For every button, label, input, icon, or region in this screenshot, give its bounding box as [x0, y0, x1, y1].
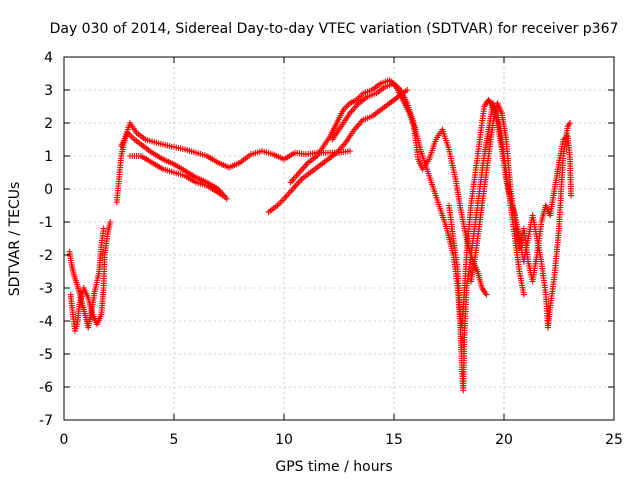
x-tick-label: 10	[275, 432, 293, 448]
series-markers	[265, 87, 411, 216]
y-tick-label: -3	[39, 281, 53, 297]
x-tick-label: 5	[170, 432, 179, 448]
x-axis-label: GPS time / hours	[275, 459, 392, 475]
y-tick-label: -1	[39, 215, 53, 231]
y-tick-label: 2	[44, 116, 53, 132]
series-markers	[66, 225, 107, 331]
series-s10	[468, 100, 575, 285]
y-tick-label: -5	[39, 347, 53, 363]
plot-border	[63, 56, 615, 421]
chart-title: Day 030 of 2014, Sidereal Day-to-day VTE…	[50, 21, 619, 37]
x-tick-label: 0	[60, 432, 69, 448]
y-tick-label: -2	[39, 248, 53, 264]
series-s3	[113, 120, 353, 206]
series-markers	[118, 129, 230, 202]
x-tick-label: 20	[495, 432, 513, 448]
x-tick-label: 25	[605, 432, 623, 448]
y-axis-label: SDTVAR / TECUs	[7, 182, 23, 297]
series-s2	[66, 225, 107, 331]
series-markers	[113, 120, 353, 206]
y-tick-label: -7	[39, 413, 53, 429]
y-tick-label: 1	[44, 149, 53, 165]
y-tick-label: -4	[39, 314, 53, 330]
series-s4	[118, 129, 230, 202]
y-tick-label: 4	[44, 50, 53, 66]
series-s5	[127, 153, 226, 199]
series-markers	[468, 100, 575, 285]
series-markers	[127, 153, 226, 199]
x-tick-label: 15	[385, 432, 403, 448]
data-series	[66, 77, 575, 394]
y-tick-label: 0	[44, 182, 53, 198]
y-tick-label: 3	[44, 83, 53, 99]
y-tick-label: -6	[39, 380, 53, 396]
series-s6	[265, 87, 411, 216]
